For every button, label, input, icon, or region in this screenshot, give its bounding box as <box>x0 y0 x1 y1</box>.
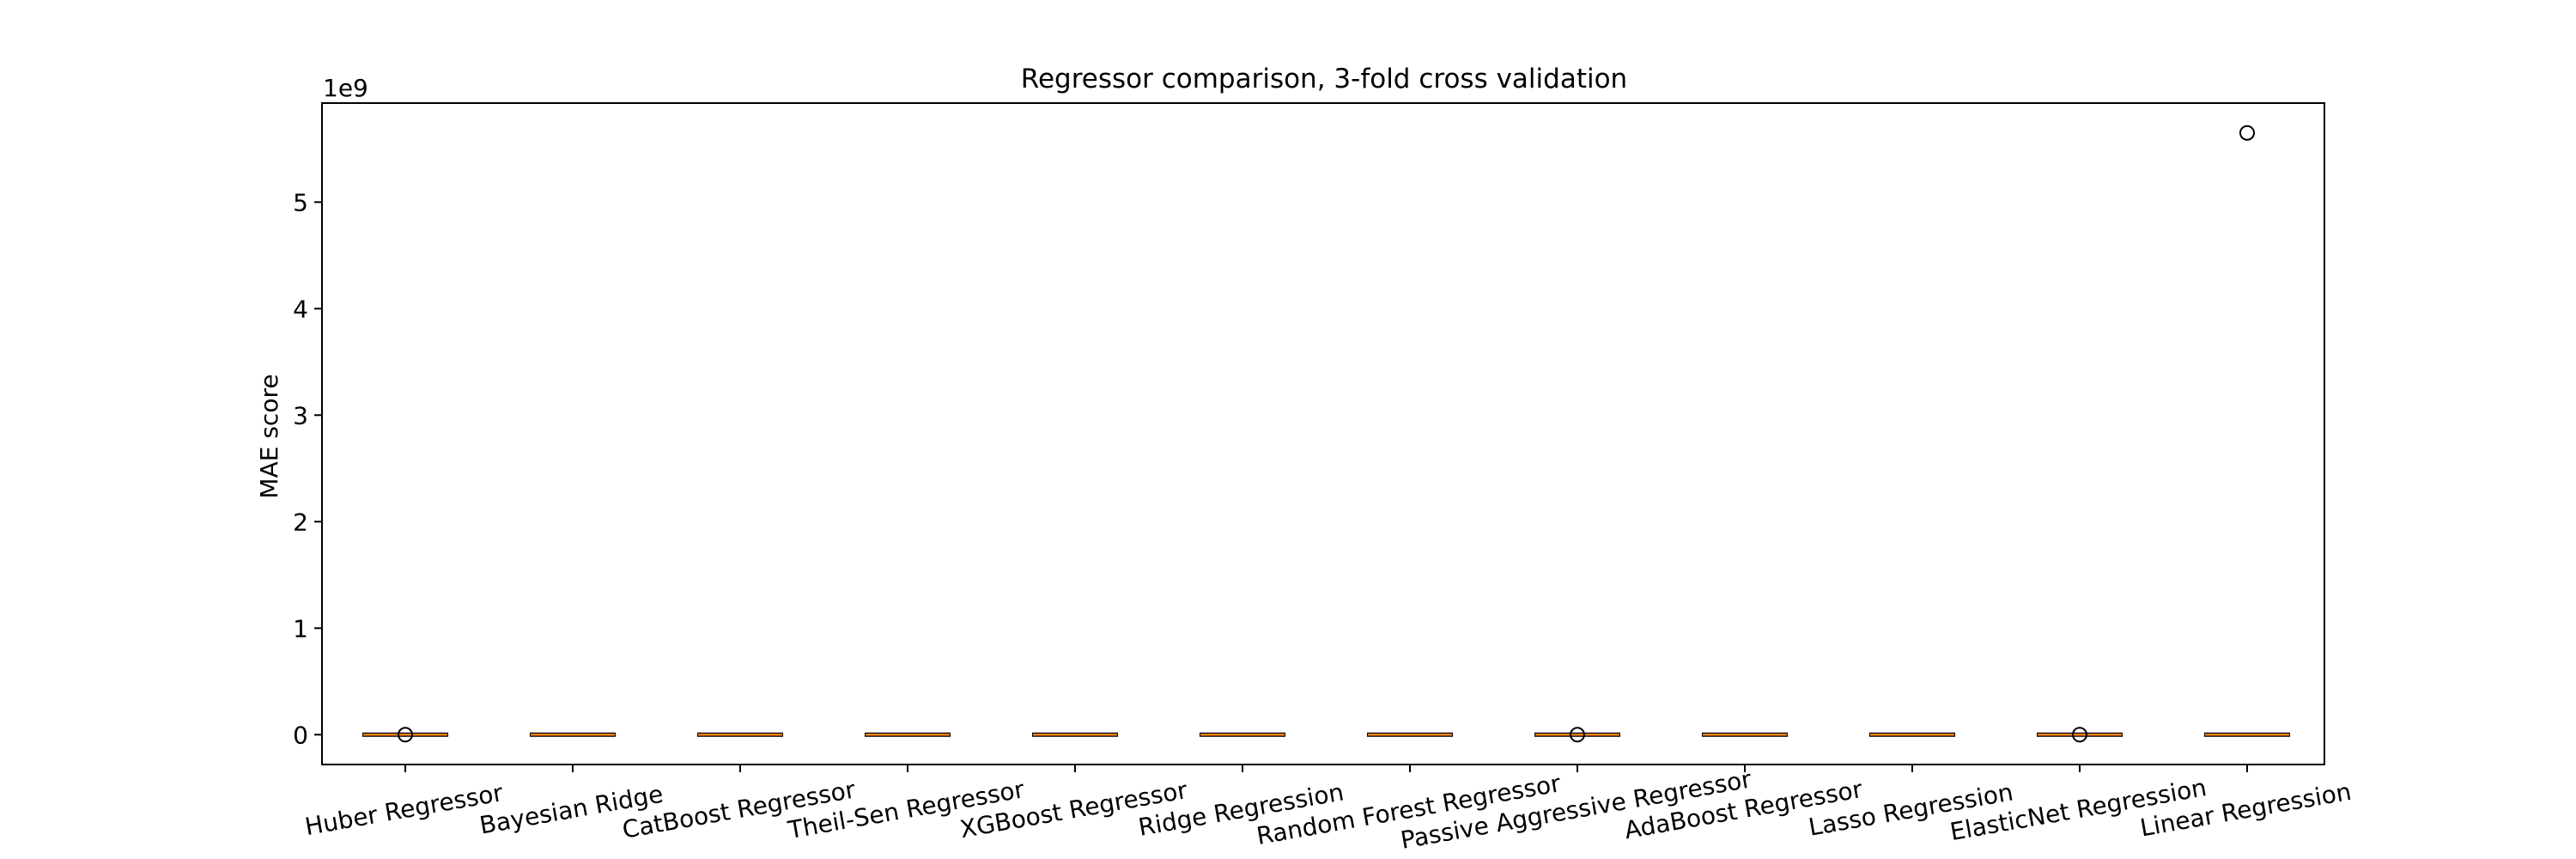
y-tick-label: 2 <box>293 508 308 536</box>
outlier-point <box>398 727 413 743</box>
chart-title: Regressor comparison, 3-fold cross valid… <box>1021 64 1627 94</box>
y-tick-label: 1 <box>293 614 308 643</box>
plot-frame <box>321 102 2325 765</box>
y-tick-label: 3 <box>293 401 308 430</box>
y-axis-label: MAE score <box>255 374 283 498</box>
y-tick-label: 5 <box>293 188 308 216</box>
y-scale-label: 1e9 <box>323 74 368 102</box>
y-tick-label: 0 <box>293 721 308 749</box>
outlier-point <box>2239 125 2255 141</box>
outlier-point <box>1570 727 1585 743</box>
x-tick-label: Huber Regressor <box>303 778 506 841</box>
y-tick-label: 4 <box>293 295 308 323</box>
outlier-point <box>2072 727 2087 743</box>
